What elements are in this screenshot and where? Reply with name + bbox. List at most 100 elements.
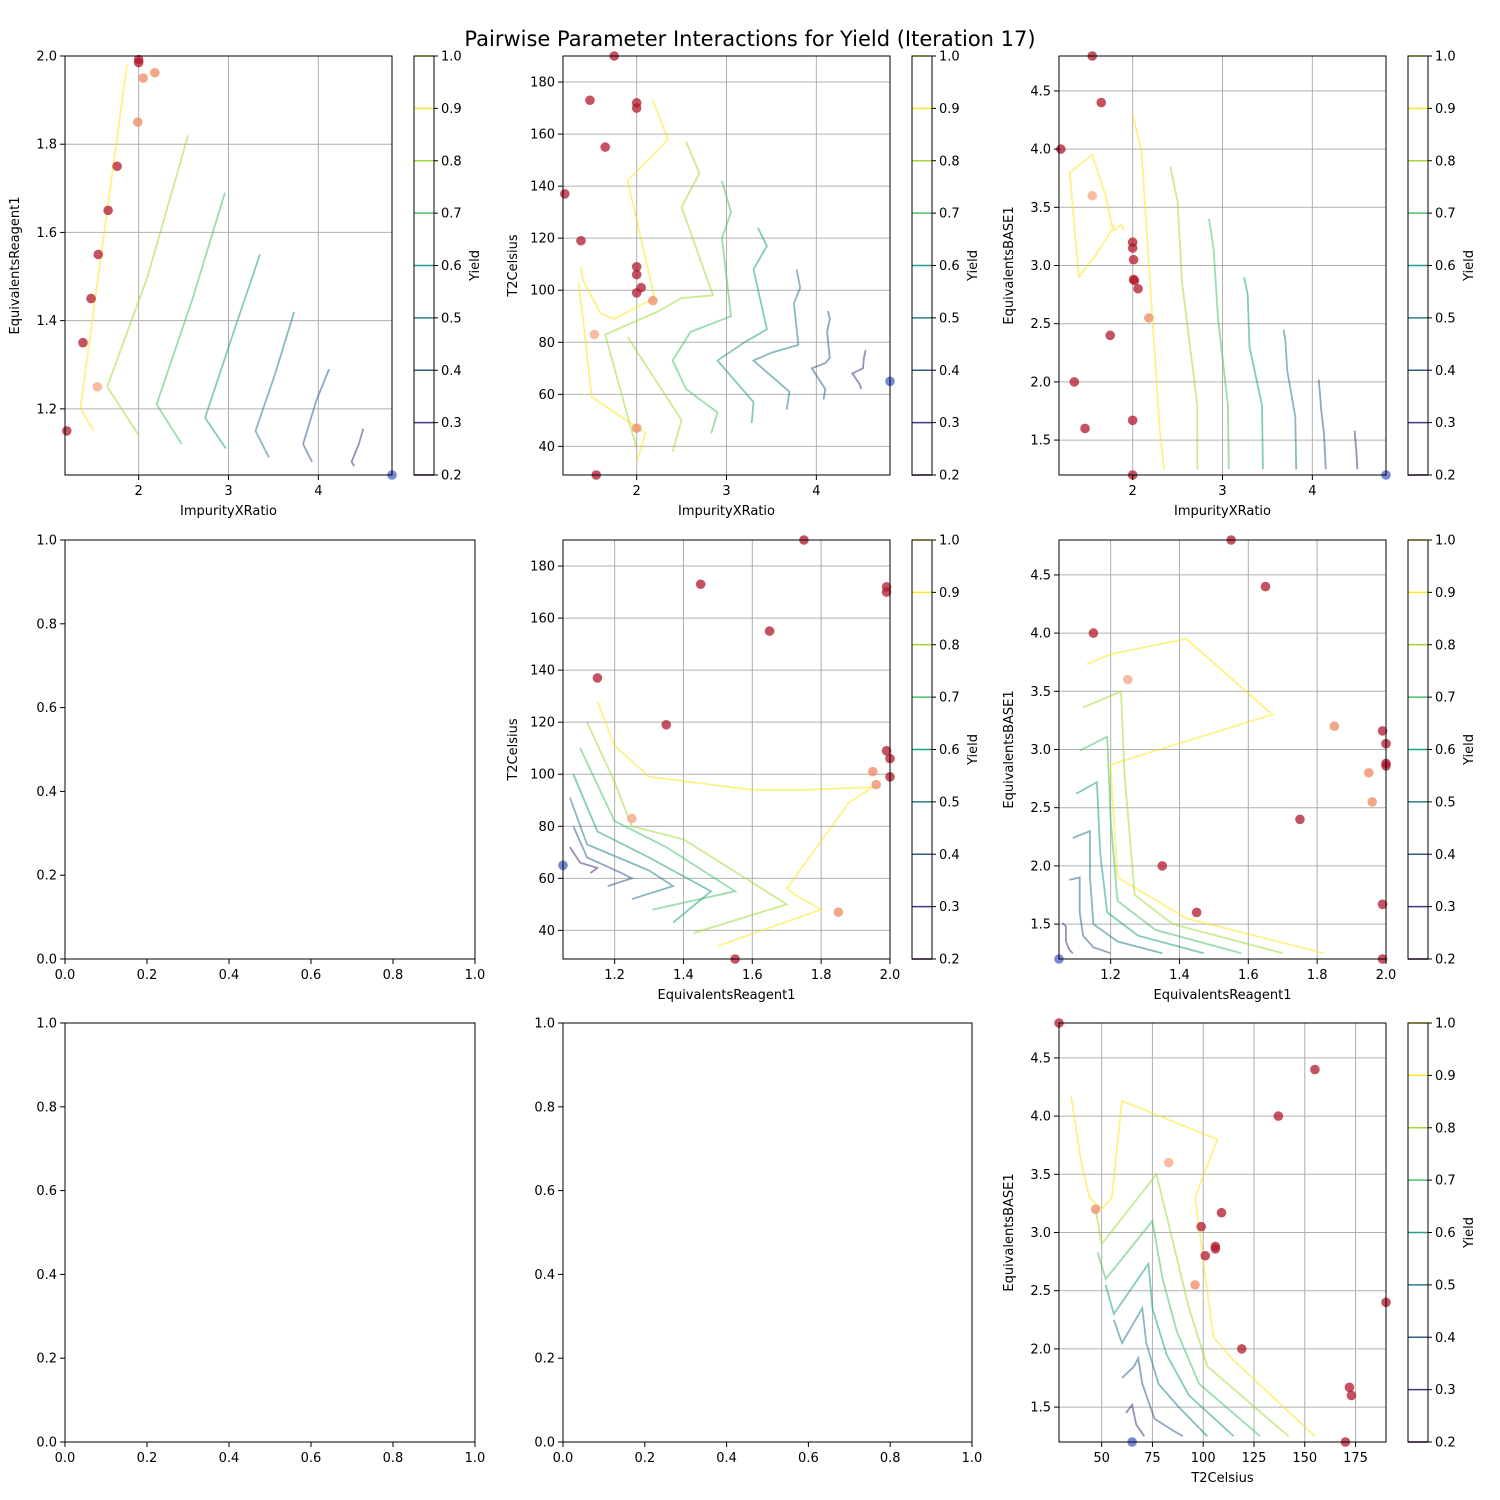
data-point [1377,899,1388,910]
x-tick-label: 3 [224,484,232,499]
data-point [1163,1157,1174,1168]
x-tick-label: 1.8 [811,968,832,983]
x-tick-label: 1.4 [1169,968,1190,983]
data-point [92,381,103,392]
axes-frame [64,1022,476,1443]
x-tick-label: 150 [1292,1451,1317,1466]
colorbar: 0.2 0.3 0.4 0.5 0.6 0.7 0.8 0.9 1.0 Yield [1407,1017,1477,1451]
axes-frame [562,1022,973,1443]
panel-2-0: 0.0 0.2 0.4 0.6 0.8 1.0 0.0 0.2 0.4 0.6 0.8 1.0 [36,1017,485,1467]
x-tick-label: 4 [1308,484,1316,499]
colorbar-tick-label: 0.4 [1435,1331,1456,1346]
data-point [631,269,642,280]
data-point [1191,907,1202,918]
x-tick-label: 0.2 [137,1451,158,1466]
x-axis-label: ImpurityXRatio [678,504,775,519]
x-tick-label: 2 [633,484,641,499]
y-tick-label: 160 [530,128,555,143]
y-tick-label: 0.0 [534,1436,555,1451]
colorbar-label: Yield [468,250,483,282]
y-tick-label: 0.4 [36,785,57,800]
contour-line [79,64,128,432]
contour-line [572,825,635,887]
y-tick-label: 0.8 [36,1100,57,1115]
contour-line [1125,1402,1146,1437]
colorbar-tick-label: 0.7 [1435,691,1456,706]
y-tick-label: 140 [530,180,555,195]
y-tick-label: 1.5 [1030,918,1051,933]
y-axis-label: T2Celsius [506,718,521,782]
colorbar: 0.2 0.3 0.4 0.5 0.6 0.7 0.8 0.9 1.0 Yield [911,534,981,968]
y-tick-label: 4.5 [1030,1051,1051,1066]
contour-line [350,428,365,467]
colorbar-tick-label: 0.5 [1435,795,1456,810]
y-tick-label: 140 [530,664,555,679]
y-tick-label: 80 [538,336,555,351]
contour-line [1096,1218,1261,1437]
x-tick-label: 0.6 [301,1451,322,1466]
data-point [1133,283,1143,294]
x-tick-label: 1.4 [673,968,694,983]
data-point [867,766,878,777]
contour-line [1070,1096,1316,1437]
colorbar-tick-label: 0.9 [1435,1069,1456,1084]
contour-line [1208,218,1230,470]
y-tick-label: 4.5 [1030,84,1051,99]
data-point [576,235,586,246]
data-point [631,262,642,272]
data-point [1123,674,1133,685]
y-tick-label: 1.0 [36,534,57,549]
data-point [138,73,148,83]
colorbar-tick-label: 0.7 [441,207,462,222]
contour-line [569,797,676,900]
colorbar-frame [1407,1022,1429,1443]
y-axis-label: EquivalentsBASE1 [1002,1173,1017,1291]
contour-group [577,99,867,463]
data-point [1260,581,1271,592]
y-tick-label: 1.8 [36,138,57,153]
data-point [1055,144,1066,154]
scatter-points [1054,535,1391,964]
contour-line [751,269,802,411]
data-point [150,67,160,78]
colorbar-tick-label: 0.2 [1435,469,1456,484]
y-tick-label: 4.0 [1030,627,1051,642]
colorbar-tick-label: 0.6 [939,259,960,274]
contour-line [604,141,715,450]
data-point [112,161,122,172]
contour-line [579,747,738,911]
panels: 2 3 4 1.2 1.4 1.6 1.8 2.0 ImpurityXRatio Equivale… [8,50,1477,1487]
x-tick-label: 0.0 [553,1451,574,1466]
colorbar-tick-label: 1.0 [939,534,960,549]
data-point [1273,1111,1284,1121]
data-point [1069,377,1080,387]
contour-line [1353,430,1359,470]
x-tick-label: 1.2 [604,968,625,983]
y-tick-label: 1.6 [36,226,57,241]
contour-line [572,773,713,924]
x-axis-label: EquivalentsReagent1 [658,988,796,1003]
colorbar-tick-label: 0.6 [939,743,960,758]
colorbar-tick-label: 0.9 [1435,586,1456,601]
colorbar-frame [911,539,933,960]
colorbar-tick-label: 0.3 [1435,416,1456,431]
data-point [1236,1344,1247,1354]
x-tick-label: 4 [314,484,322,499]
contour-line [596,701,877,947]
data-point [86,293,96,304]
x-tick-label: 1.6 [742,968,763,983]
colorbar-tick-label: 0.6 [1435,1226,1456,1241]
y-tick-label: 100 [530,284,555,299]
y-tick-label: 3.5 [1030,201,1051,216]
colorbar-tick-label: 0.4 [939,364,960,379]
x-axis-label: EquivalentsReagent1 [1154,988,1292,1003]
y-tick-label: 0.6 [36,701,57,716]
colorbar-tick-label: 0.3 [1435,900,1456,915]
colorbar-tick-label: 0.9 [441,102,462,117]
y-tick-label: 3.5 [1030,1168,1051,1183]
colorbar-tick-label: 0.6 [441,259,462,274]
x-tick-label: 3 [1218,484,1226,499]
contour-line [302,368,330,463]
data-point [1344,1382,1355,1393]
y-tick-label: 3.0 [1030,1226,1051,1241]
